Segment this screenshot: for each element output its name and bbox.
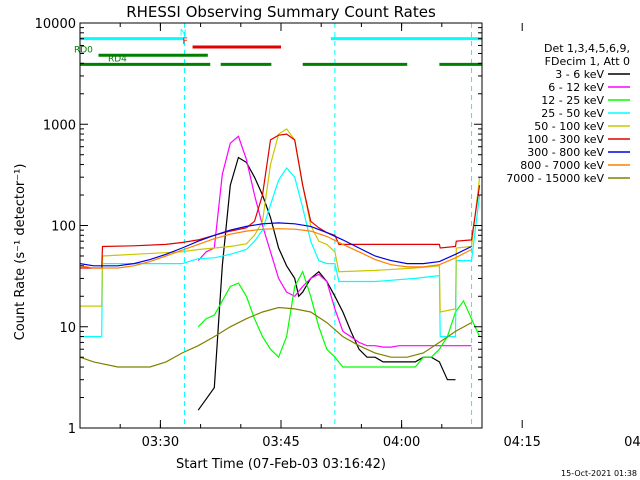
legend-header: Det 1,3,4,5,6,9, [544,42,630,55]
plot-area: NF RD0 RD4 1 10 100 1000 10000 03:30 03:45 04:00 04… [35,17,640,450]
chart-title: RHESSI Observing Summary Count Rates [126,3,436,21]
x-tick-label: 04:15 [503,435,540,450]
series-line-7 [79,228,472,269]
timestamp: 15-Oct-2021 01:38 [561,469,637,478]
legend-label-3: 25 - 50 keV [541,107,604,120]
flag-label-f: F [183,37,188,47]
legend-label-8: 7000 - 15000 keV [506,172,604,185]
flag-label-n: N [180,29,187,39]
flag-label-rd0: RD0 [74,45,93,55]
legend-label-6: 300 - 800 keV [527,146,604,159]
y-tick-label: 10000 [35,17,76,32]
series-line-5 [80,133,481,269]
series-line-4 [80,128,481,313]
x-tick-label: 03:45 [262,435,299,450]
legend-label-5: 100 - 300 keV [527,133,604,146]
legend-label-0: 3 - 6 keV [555,68,604,81]
series-line-3 [80,167,481,338]
legend-header: FDecim 1, Att 0 [545,55,630,68]
series-line-8 [79,306,472,368]
y-tick-label: 1 [68,422,76,437]
legend: Det 1,3,4,5,6,9,FDecim 1, Att 03 - 6 keV… [506,42,630,185]
legend-label-2: 12 - 25 keV [541,94,604,107]
series-line-1 [197,135,472,348]
x-tick-label: 04:00 [383,435,420,450]
plot-frame [79,22,483,429]
legend-label-7: 800 - 7000 keV [520,159,604,172]
y-axis-label: Count Rate (s⁻¹ detector⁻¹) [13,164,28,341]
legend-label-4: 50 - 100 keV [534,120,604,133]
legend-label-1: 6 - 12 keV [548,81,604,94]
x-tick-label: 04:30 [624,435,640,450]
series-line-2 [197,270,481,368]
x-axis-label: Start Time (07-Feb-03 03:16:42) [176,457,386,472]
x-tick-label: 03:30 [142,435,179,450]
y-tick-label: 1000 [43,118,76,133]
series-line-6 [79,222,472,267]
flag-label-rd4: RD4 [108,54,127,64]
y-tick-label: 100 [51,220,76,235]
y-tick-label: 10 [59,321,76,336]
